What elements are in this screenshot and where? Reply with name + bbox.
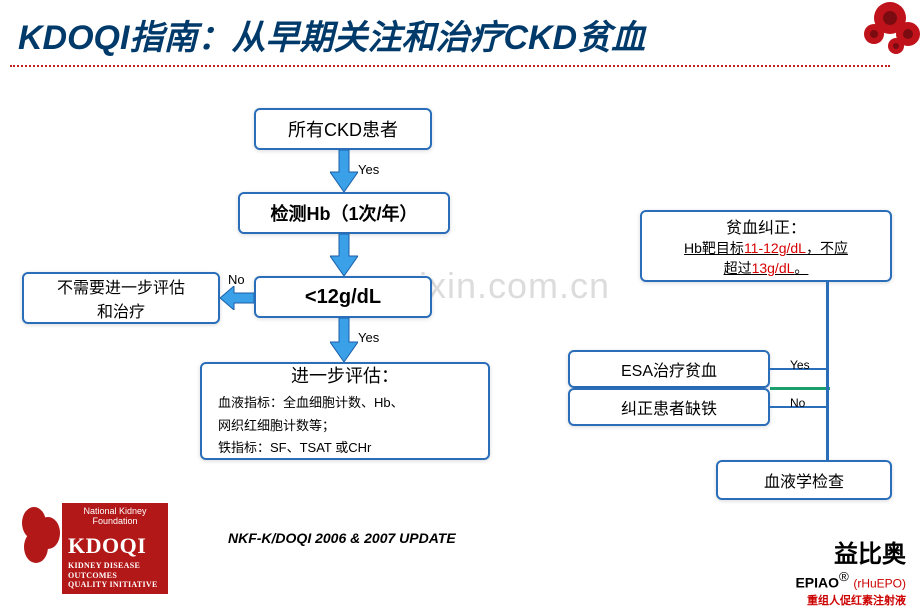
label-yes-1: Yes xyxy=(358,162,379,177)
node-further-eval-l1: 血液指标：全血细胞计数、Hb、 xyxy=(212,392,478,415)
kdoqi-kidney-icon xyxy=(18,503,62,569)
label-yes-3: Yes xyxy=(790,358,810,372)
epiao-rhu: (rHuEPO) xyxy=(853,576,906,590)
node-further-eval-l3: 铁指标：SF、TSAT 或CHr xyxy=(212,437,478,460)
node-esa: ESA治疗贫血 xyxy=(568,350,770,388)
label-yes-2: Yes xyxy=(358,330,379,345)
node-blood-exam: 血液学检查 xyxy=(716,460,892,500)
node-detect-hb: 检测Hb（1次/年） xyxy=(238,192,450,234)
arrow-down-2 xyxy=(330,234,358,276)
slide-title: KDOQI指南：从早期关注和治疗CKD贫血 xyxy=(0,0,920,65)
kdoqi-logo: National KidneyFoundation KDOQI KIDNEY D… xyxy=(18,503,168,594)
node-no-further: 不需要进一步评估 和治疗 xyxy=(22,272,220,324)
label-no-2: No xyxy=(790,396,805,410)
arrow-down-3 xyxy=(330,318,358,362)
node-detect-hb-text: 检测Hb（1次/年） xyxy=(270,200,417,226)
epiao-reg-icon: ® xyxy=(839,569,849,584)
kdoqi-name: KDOQI xyxy=(68,533,162,559)
node-further-eval: 进一步评估： 血液指标：全血细胞计数、Hb、 网织红细胞计数等； 铁指标：SF、… xyxy=(200,362,490,460)
epiao-logo: 益比奥 EPIAO® (rHuEPO) 重组人促红素注射液 xyxy=(795,534,906,608)
epiao-sub: 重组人促红素注射液 xyxy=(795,592,906,608)
node-further-eval-l2: 网织红细胞计数等； xyxy=(212,415,478,438)
label-no-1: No xyxy=(228,272,245,287)
conn-blue-v xyxy=(826,282,829,460)
node-no-further-l2: 和治疗 xyxy=(97,298,145,322)
node-further-eval-title: 进一步评估： xyxy=(212,362,478,388)
node-threshold-text: <12g/dL xyxy=(305,286,381,309)
node-all-ckd: 所有CKD患者 xyxy=(254,108,432,150)
node-threshold: <12g/dL xyxy=(254,276,432,318)
decor-red-cells xyxy=(840,0,920,60)
node-anemia-l2: 超过13g/dL。 xyxy=(724,258,809,278)
epiao-cn: 益比奥 xyxy=(795,534,906,569)
citation: NKF-K/DOQI 2006 & 2007 UPDATE xyxy=(228,530,456,546)
node-anemia-title: 贫血纠正： xyxy=(726,214,806,238)
node-esa-text: ESA治疗贫血 xyxy=(621,357,717,381)
conn-green-h xyxy=(770,387,830,390)
node-blood-exam-text: 血液学检查 xyxy=(764,468,844,492)
node-iron: 纠正患者缺铁 xyxy=(568,388,770,426)
node-anemia-correct: 贫血纠正： Hb靶目标11-12g/dL，不应 超过13g/dL。 xyxy=(640,210,892,282)
node-no-further-l1: 不需要进一步评估 xyxy=(57,274,185,298)
epiao-en: EPIAO xyxy=(795,574,839,590)
arrow-left-no xyxy=(220,286,254,310)
node-all-ckd-text: 所有CKD患者 xyxy=(288,116,398,142)
title-divider xyxy=(10,65,890,67)
node-iron-text: 纠正患者缺铁 xyxy=(621,395,717,419)
node-anemia-l1: Hb靶目标11-12g/dL，不应 xyxy=(684,238,848,258)
kdoqi-tag: KIDNEY DISEASE OUTCOMES QUALITY INITIATI… xyxy=(68,561,162,590)
arrow-down-1 xyxy=(330,150,358,192)
